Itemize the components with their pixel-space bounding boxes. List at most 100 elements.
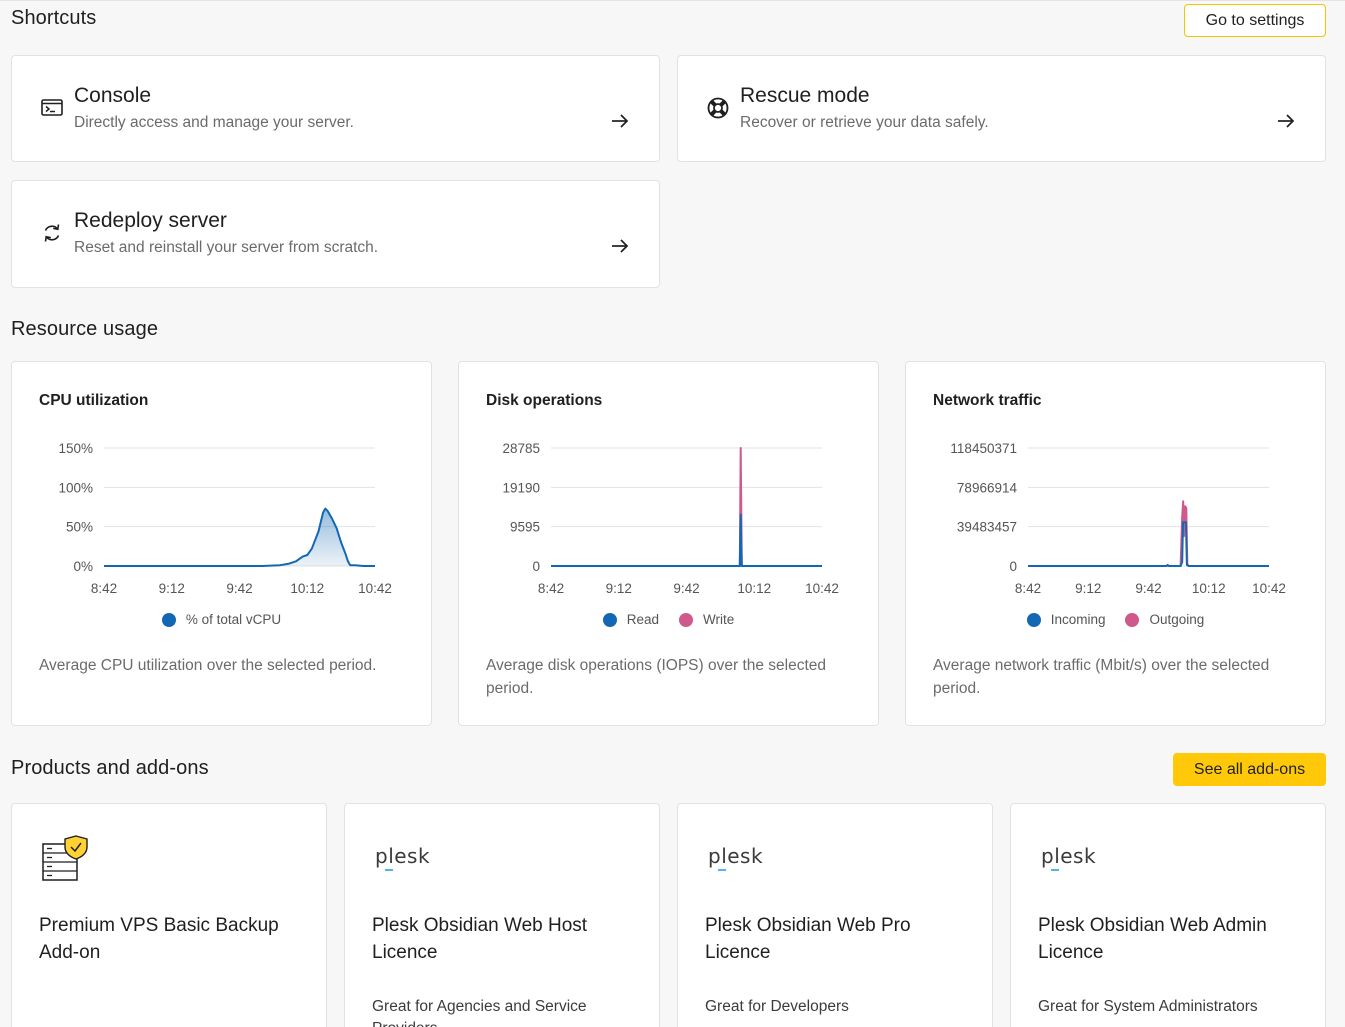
go-to-settings-button[interactable]: Go to settings (1184, 4, 1326, 37)
legend-label: Incoming (1050, 612, 1106, 627)
arrow-right-icon (612, 239, 629, 253)
logo-accent (718, 869, 726, 871)
y-tick-label: 28785 (502, 441, 540, 456)
chart-legend: % of total vCPU (12, 612, 431, 627)
x-tick-label: 9:12 (159, 581, 185, 596)
shortcut-title: Rescue mode (740, 84, 870, 107)
y-tick-label: 9595 (510, 520, 540, 535)
legend-item[interactable]: Incoming (1026, 612, 1106, 627)
product-title: Plesk Obsidian Web Admin Licence (1038, 915, 1267, 963)
shortcut-card-redeploy-server[interactable]: Redeploy server Reset and reinstall your… (11, 180, 660, 288)
legend-dot (1026, 612, 1041, 627)
y-tick-label: 78966914 (957, 480, 1018, 495)
y-tick-label: 50% (66, 520, 93, 535)
arrow-right-icon (612, 114, 629, 128)
y-tick-label: 0 (1009, 559, 1017, 574)
chart-title: Network traffic (933, 392, 1042, 409)
legend-label: Read (626, 612, 659, 627)
legend-dot (1125, 612, 1140, 627)
logo-accent (1051, 869, 1059, 871)
cpu-utilization-chart: 0% 50% 100% 150% 8:42 9:12 9:42 10:12 10:42 (58, 441, 392, 596)
y-tick-label: 39483457 (957, 520, 1017, 535)
legend-dot (679, 612, 693, 627)
disk-operations-chart: 0 9595 19190 28785 8:42 9:12 9:42 10:12 10:42 (502, 441, 839, 596)
legend-label: Write (703, 612, 735, 627)
shortcut-title: Redeploy server (74, 209, 227, 232)
disk-operations-card: Disk operations 0 9595 19190 28785 8:42 9:12 9… (458, 361, 879, 726)
shortcut-card-rescue-mode[interactable]: Rescue mode Recover or retrieve your dat… (677, 55, 1326, 162)
product-card[interactable]: plesk Plesk Obsidian Web Pro Licence Gre… (677, 803, 993, 1027)
plesk-logo: plesk (708, 844, 764, 871)
x-tick-label: 9:42 (673, 581, 699, 596)
chart-description: Average network traffic (Mbit/s) over th… (933, 657, 1270, 697)
legend-dot (602, 612, 617, 627)
x-tick-label: 10:12 (737, 581, 771, 596)
y-tick-label: 0% (73, 559, 93, 574)
legend-dot (161, 612, 176, 627)
product-description: Great for Agencies and Service Providers (372, 998, 587, 1027)
shortcut-title: Console (74, 84, 152, 107)
product-title: Plesk Obsidian Web Pro Licence (705, 915, 911, 963)
x-tick-label: 8:42 (538, 581, 564, 596)
x-tick-label: 9:12 (606, 581, 632, 596)
product-card[interactable]: plesk Plesk Obsidian Web Host Licence Gr… (344, 803, 660, 1027)
shortcut-description: Recover or retrieve your data safely. (740, 114, 989, 131)
x-tick-label: 10:42 (805, 581, 839, 596)
products-heading: Products and add-ons (11, 757, 209, 779)
x-tick-label: 10:42 (1252, 581, 1286, 596)
network-traffic-card: Network traffic 0 39483457 78966914 1184503… (905, 361, 1326, 726)
series-line (551, 447, 822, 567)
product-description: Great for System Administrators (1038, 998, 1258, 1015)
chart-description: Average disk operations (IOPS) over the … (486, 657, 827, 697)
product-description: Great for Developers (705, 998, 849, 1015)
y-tick-label: 100% (58, 480, 93, 495)
legend-item[interactable]: Outgoing (1125, 612, 1204, 627)
y-tick-label: 150% (58, 441, 93, 456)
series-line (1028, 500, 1269, 567)
series-line (1028, 521, 1269, 567)
plesk-logo: plesk (1041, 844, 1097, 871)
x-tick-label: 10:42 (358, 581, 392, 596)
logo-text: plesk (1041, 844, 1097, 868)
logo-text: plesk (708, 844, 764, 868)
shortcuts-heading: Shortcuts (11, 7, 97, 29)
legend-item[interactable]: % of total vCPU (161, 612, 282, 627)
product-card[interactable]: plesk Plesk Obsidian Web Admin Licence G… (1010, 803, 1326, 1027)
x-tick-label: 10:12 (290, 581, 324, 596)
y-tick-label: 19190 (502, 480, 540, 495)
arrow-right-icon (1278, 114, 1295, 128)
logo-accent (385, 869, 393, 871)
top-divider (0, 0, 1345, 1)
chart-description: Average CPU utilization over the selecte… (39, 657, 377, 674)
server-backup-icon (42, 835, 88, 881)
product-card[interactable]: Premium VPS Basic Backup Add-on (11, 803, 327, 1027)
legend-label: % of total vCPU (185, 612, 282, 627)
shortcut-card-console[interactable]: Console Directly access and manage your … (11, 55, 660, 162)
x-tick-label: 9:42 (1135, 581, 1161, 596)
x-tick-label: 8:42 (91, 581, 117, 596)
chart-title: Disk operations (486, 392, 603, 409)
chart-legend: Incoming Outgoing (906, 612, 1325, 627)
x-tick-label: 9:12 (1075, 581, 1101, 596)
cpu-utilization-card: CPU utilization 0% 50% 100% 150% 8:42 9:12 9:4… (11, 361, 432, 726)
product-title: Plesk Obsidian Web Host Licence (372, 915, 588, 963)
legend-item[interactable]: Write (679, 612, 734, 627)
x-tick-label: 10:12 (1192, 581, 1226, 596)
lifebuoy-icon (707, 97, 729, 119)
chart-title: CPU utilization (39, 392, 149, 409)
legend-label: Outgoing (1149, 612, 1205, 627)
product-title: Premium VPS Basic Backup Add-on (39, 915, 279, 963)
resource-usage-heading: Resource usage (11, 318, 159, 340)
y-tick-label: 118450371 (950, 441, 1017, 456)
terminal-icon (41, 99, 63, 116)
legend-item[interactable]: Read (602, 612, 659, 627)
series-area (104, 508, 375, 566)
see-all-addons-button[interactable]: See all add-ons (1173, 753, 1326, 786)
refresh-icon (44, 224, 60, 242)
shortcut-description: Directly access and manage your server. (74, 114, 354, 131)
logo-text: plesk (375, 844, 431, 868)
series-line (551, 513, 822, 567)
chart-legend: Read Write (459, 612, 878, 627)
x-tick-label: 9:42 (226, 581, 252, 596)
plesk-logo: plesk (375, 844, 431, 871)
